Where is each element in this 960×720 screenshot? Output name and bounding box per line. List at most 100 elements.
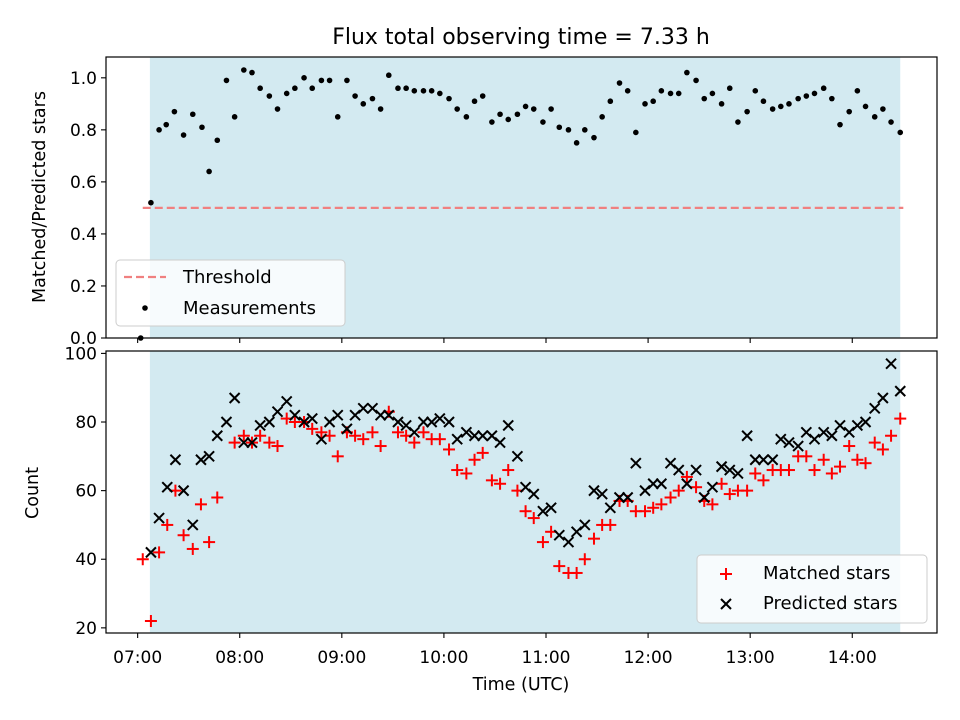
measurement-point — [693, 77, 699, 84]
predicted-star-point — [306, 412, 318, 425]
predicted-star-point — [528, 488, 540, 500]
measurement-point — [548, 106, 554, 112]
measurement-point — [846, 108, 853, 115]
legend-matched-label: Matched stars — [763, 563, 890, 584]
measurement-point — [514, 111, 521, 118]
matched-star-point — [578, 553, 591, 566]
measurement-point — [395, 85, 401, 92]
matched-star-point — [357, 433, 370, 446]
matched-star-point — [757, 474, 770, 487]
top-panel: 0.0 0.2 0.4 0.6 0.8 1.0 Matched/Predicted sta… — [30, 56, 938, 349]
matched-star-point — [741, 484, 754, 497]
measurement-point — [471, 98, 478, 105]
measurement-point — [292, 85, 298, 92]
matched-star-point — [468, 453, 481, 466]
top-ytick-label: 0.2 — [70, 277, 97, 297]
predicted-star-point — [647, 478, 659, 490]
measurement-point — [522, 103, 529, 110]
measurement-point — [420, 88, 427, 94]
predicted-star-point — [220, 416, 233, 428]
top-ytick-label: 0.6 — [70, 173, 97, 193]
matched-star-point — [349, 429, 362, 442]
predicted-star-point — [724, 464, 736, 476]
predicted-star-point — [195, 454, 207, 466]
matched-star-point — [723, 488, 736, 501]
measurement-point — [726, 85, 733, 92]
predicted-star-point — [706, 481, 719, 493]
measurement-point — [189, 111, 196, 118]
predicted-star-point — [826, 430, 838, 442]
measurement-point — [171, 108, 178, 115]
measurement-point — [437, 90, 443, 97]
bottom-axes-frame — [105, 350, 938, 634]
matched-star-point — [271, 440, 284, 453]
predicted-star-point — [783, 436, 795, 449]
top-ytick-label: 0.8 — [70, 121, 97, 141]
predicted-star-point — [468, 430, 481, 442]
matched-star-point — [502, 464, 515, 477]
matched-star-point — [672, 484, 685, 497]
measurement-point — [326, 77, 333, 84]
bottom-ytick-label: 20 — [75, 619, 97, 639]
measurement-point — [180, 132, 187, 138]
matched-star-point — [817, 453, 830, 466]
matched-star-point — [527, 512, 540, 525]
predicted-star-point — [749, 454, 761, 466]
measurement-point — [829, 95, 835, 102]
predicted-star-point — [211, 430, 223, 442]
predicted-star-point — [476, 430, 489, 442]
matched-star-point — [263, 436, 276, 449]
matched-star-point — [161, 518, 174, 531]
matched-star-point — [485, 474, 498, 487]
predicted-star-point — [877, 392, 889, 404]
predicted-star-point — [187, 519, 199, 531]
predicted-star-point — [690, 464, 702, 476]
predicted-star-point — [869, 402, 881, 414]
measurement-point — [214, 137, 221, 144]
predicted-star-point — [246, 436, 258, 449]
measurement-point — [318, 77, 325, 84]
predicted-star-point — [792, 440, 804, 452]
measurement-point — [633, 129, 639, 136]
measurement-point — [718, 101, 725, 107]
legend-predicted-swatch — [720, 598, 732, 610]
measurement-point — [489, 119, 495, 125]
bottom-ytick-label: 40 — [75, 550, 97, 570]
bottom-xtick-label: 10:00 — [419, 648, 468, 668]
measurement-point — [556, 124, 563, 131]
bottom-ylabel: Count — [23, 467, 43, 519]
matched-star-point — [136, 553, 149, 566]
matched-star-point — [443, 443, 456, 456]
predicted-star-point — [434, 412, 446, 425]
predicted-star-point — [894, 385, 906, 397]
top-legend: Threshold Measurements — [115, 259, 346, 327]
matched-star-point — [825, 467, 838, 480]
measurement-point — [163, 121, 170, 128]
predicted-star-point — [408, 426, 421, 439]
measurement-point — [675, 90, 682, 97]
measurement-point — [454, 106, 460, 112]
measurement-point — [684, 69, 690, 76]
chart-title: Flux total observing time = 7.33 h — [332, 25, 710, 50]
predicted-star-point — [757, 454, 770, 466]
matched-star-point — [451, 464, 464, 477]
measurement-point — [744, 108, 750, 115]
measurement-point — [257, 85, 263, 92]
bottom-ytick-label: 80 — [75, 413, 97, 433]
measurement-point — [591, 134, 597, 141]
bottom-xtick-label: 09:00 — [317, 648, 366, 668]
predicted-star-point — [280, 395, 293, 408]
measurement-point — [479, 93, 486, 99]
measurement-point — [599, 114, 605, 120]
measurement-point — [148, 199, 154, 206]
predicted-star-point — [537, 505, 549, 517]
top-ylabel: Matched/Predicted stars — [30, 91, 50, 303]
measurement-point — [411, 88, 418, 94]
predicted-star-point — [732, 467, 744, 480]
bottom-xtick-label: 07:00 — [113, 648, 162, 668]
predicted-star-point — [596, 488, 608, 500]
bottom-xtick-label: 13:00 — [726, 648, 775, 668]
matched-star-point — [570, 566, 583, 579]
matched-star-point — [655, 498, 668, 511]
